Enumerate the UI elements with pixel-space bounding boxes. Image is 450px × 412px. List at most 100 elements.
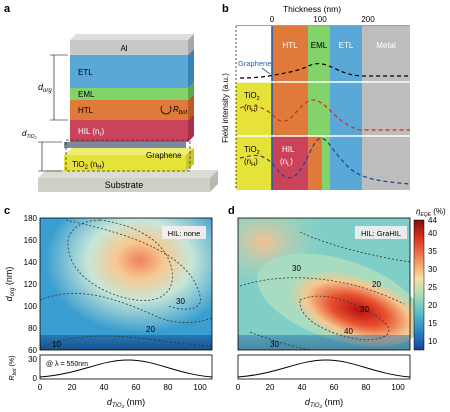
b-field-curve-2 [239, 99, 410, 131]
b-row3-hil [272, 136, 308, 190]
b-row3-hn-label: (nL) [280, 157, 293, 168]
d-xtick: 60 [330, 383, 339, 392]
colorbar-tick: 40 [428, 229, 437, 238]
rbot-arrow-icon [160, 105, 172, 115]
c-xlabel: dTiO2 (nm) [107, 397, 145, 409]
d-heatmap-hot [257, 253, 423, 347]
c-xtick: 60 [132, 383, 141, 392]
c-frame [39, 217, 213, 351]
b-graphene-label: Graphene [238, 59, 271, 68]
panel-c: c 30 20 10 HIL: none 180 160 140 120 100… [4, 205, 213, 409]
d-contour-20 [299, 231, 411, 263]
htl-side [188, 94, 194, 120]
b-graphene-arrow-icon [261, 67, 271, 75]
colorbar-tick: 25 [428, 283, 437, 292]
htl-layer [70, 100, 188, 120]
colorbar-tick: 30 [428, 265, 437, 274]
d-xtick: 0 [236, 383, 241, 392]
c-ytick: 120 [24, 280, 38, 289]
c-ytick: 160 [24, 236, 38, 245]
b-metal-label: Metal [376, 41, 396, 50]
panel-d: d 20 30 40 30 30 HIL: GraHIL 0 20 40 60 … [228, 205, 423, 409]
d-contour-label-30a: 30 [360, 305, 369, 314]
c-ytick: 180 [24, 214, 38, 223]
c-contour-10 [39, 335, 213, 349]
colorbar-title: ηEQE (%) [416, 207, 446, 218]
d-tio2-label: dTiO2 [22, 129, 37, 140]
d-contour-label-30b: 30 [270, 340, 279, 349]
b-etl-label: ETL [339, 41, 354, 50]
c-contour-label-30: 30 [176, 297, 185, 306]
d-xtick: 100 [391, 383, 405, 392]
colorbar-bar [413, 219, 425, 351]
d-xticks: 0 20 40 60 80 100 [236, 383, 405, 392]
c-xtick: 0 [38, 383, 43, 392]
b-row3-eml [322, 136, 330, 190]
b-htl-label: HTL [282, 41, 298, 50]
dashed-box [65, 139, 191, 172]
d-rbot-frame [237, 354, 411, 380]
c-xtick: 20 [68, 383, 77, 392]
graphene-label: Graphene [146, 151, 182, 160]
eml-label: EML [78, 90, 95, 99]
d-xtick: 20 [266, 383, 275, 392]
b-tick-100: 100 [313, 15, 327, 24]
d-contour-label-40: 40 [344, 327, 353, 336]
b-row3-n-label: (nH) [244, 157, 258, 168]
graphene-layer [64, 142, 186, 148]
c-contour-40 [67, 219, 173, 301]
c-xtick: 80 [164, 383, 173, 392]
al-top [70, 34, 194, 40]
c-rbot-tick-30: 30 [28, 355, 37, 364]
c-heatmap [40, 218, 212, 350]
c-contour-label-20: 20 [146, 325, 155, 334]
b-ylabel: Field intensity (a.u.) [221, 73, 230, 143]
d-rbot-curve [237, 359, 411, 378]
c-xticks: 0 20 40 60 80 100 [38, 383, 207, 392]
b-tick-200: 200 [361, 15, 375, 24]
d-contour-label-20: 20 [372, 280, 381, 289]
substrate-layer [38, 178, 210, 192]
b-metal-region [362, 26, 410, 190]
d-legend: HIL: GraHIL [361, 229, 401, 238]
tio2-side [186, 148, 194, 171]
c-heatmap-bottom [40, 335, 212, 350]
tio2-top [64, 148, 194, 155]
b-row3-hil-label: HIL [282, 145, 295, 154]
tio2-layer [64, 155, 186, 171]
b-row3-tio2-label: TiO2 [244, 145, 260, 156]
d-heatmap-bottom [238, 335, 410, 350]
panel-a: a Substrate TiO2 (nH) Graphene HIL (nr) … [4, 3, 218, 192]
etl-label: ETL [78, 68, 93, 77]
c-rbot-frame [39, 354, 213, 380]
panel-letter-d: d [228, 205, 235, 217]
substrate-top [38, 170, 218, 178]
b-field-curve-3 [239, 137, 411, 185]
d-contour-label-30c: 30 [292, 264, 301, 273]
panel-b: b Thickness (nm) 0 100 200 HTL EML ETL M… [221, 3, 411, 190]
c-contour-20 [39, 293, 213, 323]
colorbar-tick: 35 [428, 247, 437, 256]
al-side [188, 34, 194, 55]
c-xtick: 100 [193, 383, 207, 392]
d-xtick: 80 [362, 383, 371, 392]
c-legend: HIL: none [168, 229, 201, 238]
c-ytick: 60 [28, 346, 37, 355]
d-contour-30b [249, 331, 311, 351]
b-row3-tio2 [236, 136, 272, 190]
c-contour-label-10: 10 [52, 340, 61, 349]
b-tick-0: 0 [270, 15, 275, 24]
colorbar-tick: 10 [428, 337, 437, 346]
c-xtick: 40 [100, 383, 109, 392]
hil-label: HIL (nr) [78, 127, 105, 138]
d-legend-bg [355, 226, 407, 239]
b-row2-n-label: (nH) [244, 103, 258, 114]
b-row2-tio2-label: TiO2 [244, 91, 260, 102]
b-row3-etl [330, 136, 362, 190]
hil-layer [70, 120, 188, 142]
d-org-label: dorg [38, 82, 52, 94]
c-yticks: 180 160 140 120 100 80 60 [24, 214, 38, 355]
c-rbot-curve [39, 359, 213, 378]
c-contour-30 [65, 219, 201, 310]
